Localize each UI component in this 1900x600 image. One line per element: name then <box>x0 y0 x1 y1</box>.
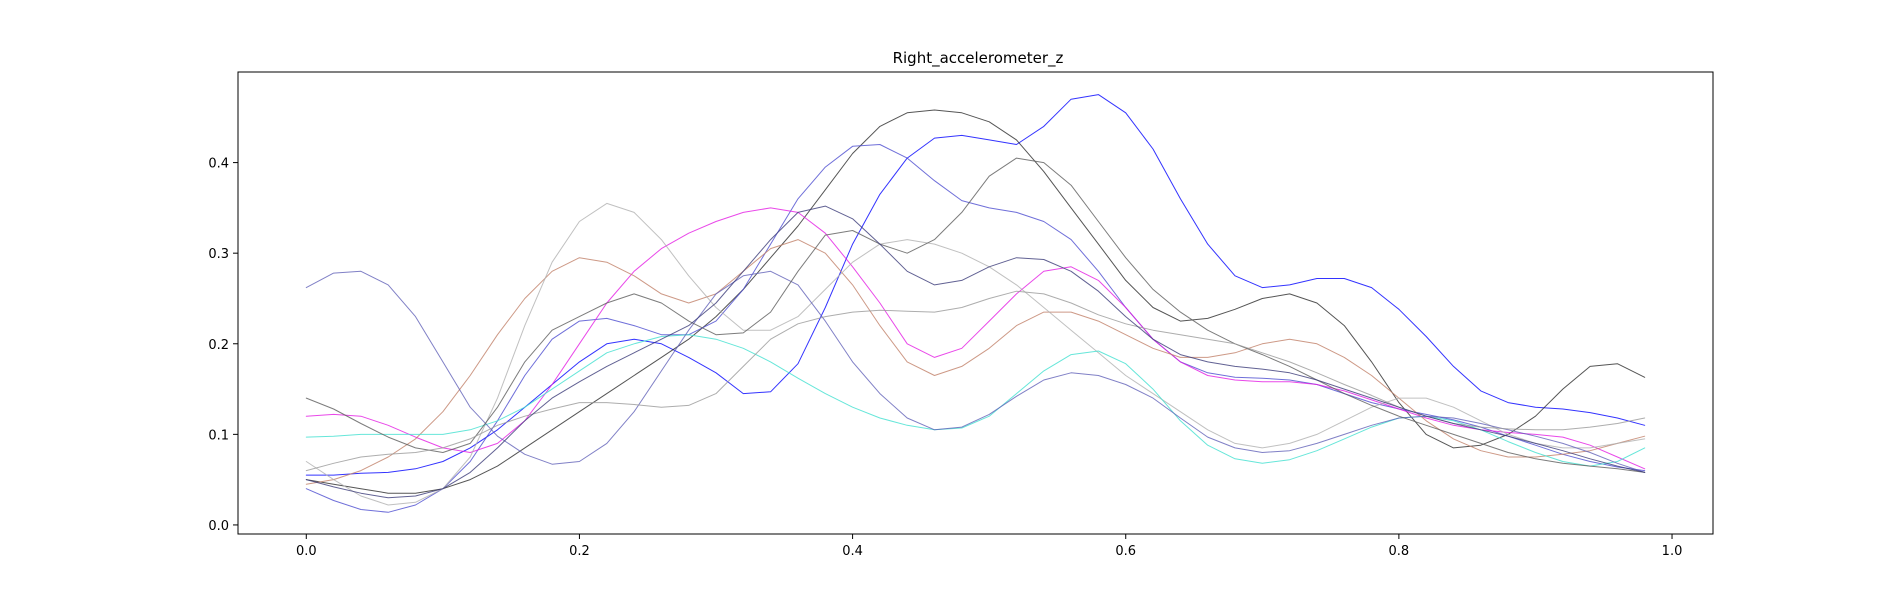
x-tick-label: 0.8 <box>1389 544 1410 559</box>
y-tick-label: 0.3 <box>208 247 229 262</box>
x-tick-label: 0.0 <box>296 544 317 559</box>
x-tick-label: 0.6 <box>1115 544 1136 559</box>
series-line-8 <box>305 270 1646 473</box>
series-layer <box>305 94 1646 513</box>
series-line-3 <box>305 144 1646 513</box>
x-tick-label: 0.4 <box>842 544 863 559</box>
x-tick-label: 1.0 <box>1662 544 1683 559</box>
plot-area-frame <box>237 71 1714 535</box>
y-tick-label: 0.4 <box>208 157 229 172</box>
series-line-5 <box>305 239 1646 485</box>
series-line-11 <box>305 205 1646 499</box>
series-line-1 <box>305 94 1646 476</box>
y-tick-label: 0.0 <box>208 519 229 534</box>
y-tick-label: 0.1 <box>208 428 229 443</box>
x-axis: 0.0 0.2 0.4 0.6 0.8 1.0 <box>296 534 1682 559</box>
chart-title: Right_accelerometer_z <box>893 49 1064 68</box>
x-tick-label: 0.2 <box>569 544 590 559</box>
series-line-2 <box>305 109 1646 494</box>
series-line-6 <box>305 202 1646 506</box>
series-line-9 <box>305 157 1646 473</box>
y-axis: 0.0 0.1 0.2 0.3 0.4 <box>208 157 238 534</box>
y-tick-label: 0.2 <box>208 338 229 353</box>
